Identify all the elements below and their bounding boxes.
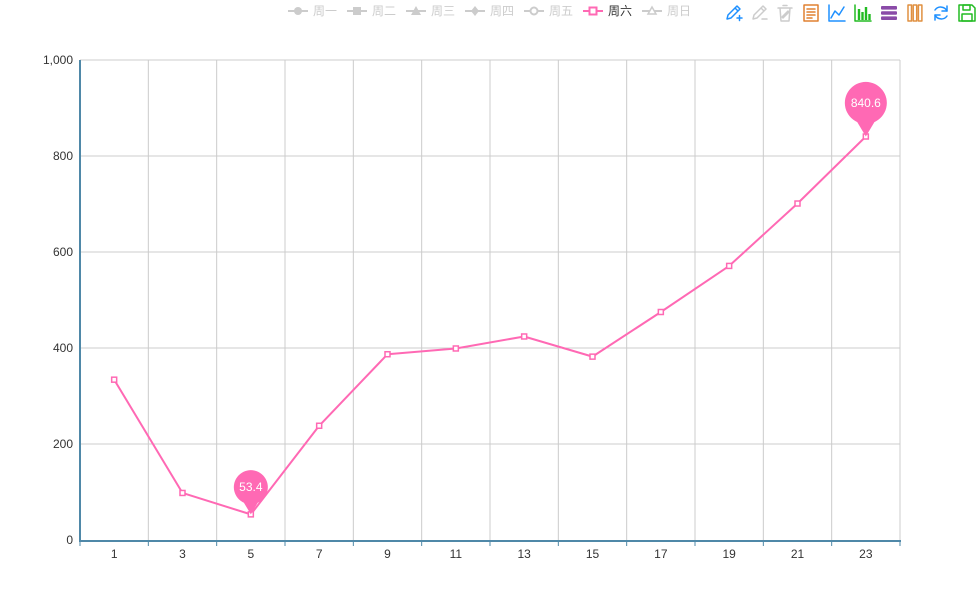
data-view-icon[interactable] <box>802 4 820 22</box>
data-point[interactable] <box>520 333 528 340</box>
legend-symbol <box>294 7 302 15</box>
grid <box>80 59 901 540</box>
x-tick-label: 23 <box>859 547 873 561</box>
mark-clear-icon[interactable] <box>776 4 794 22</box>
legend-item[interactable]: 周四 <box>465 4 514 18</box>
mark-point-pin[interactable] <box>233 470 268 515</box>
legend-symbol <box>471 6 479 16</box>
x-tick-label: 15 <box>586 547 600 561</box>
data-point[interactable] <box>110 376 118 383</box>
toolbox <box>724 4 976 22</box>
data-point[interactable] <box>452 345 460 352</box>
legend-item[interactable]: 周一 <box>288 4 337 18</box>
mark-point-pin[interactable] <box>844 81 887 137</box>
data-point[interactable] <box>657 308 665 316</box>
legend-label: 周二 <box>372 4 396 18</box>
x-tick-label: 11 <box>450 547 463 561</box>
x-tick-label: 5 <box>247 547 254 561</box>
mark-pencil-icon[interactable] <box>724 4 743 22</box>
x-tick-label: 3 <box>179 547 186 561</box>
y-tick-label: 400 <box>53 341 73 355</box>
data-point[interactable] <box>589 353 596 360</box>
legend-label: 周三 <box>431 4 455 18</box>
legend-label: 周日 <box>667 4 691 18</box>
legend-label: 周四 <box>490 4 514 18</box>
x-tick-label: 19 <box>722 547 736 561</box>
data-point[interactable] <box>315 422 323 430</box>
bar-chart-icon[interactable] <box>854 4 872 22</box>
y-tick-label: 200 <box>53 437 73 451</box>
data-point[interactable] <box>179 489 186 497</box>
legend-label: 周五 <box>549 4 573 18</box>
refresh-icon[interactable] <box>932 4 950 22</box>
y-tick-label: 600 <box>53 245 73 259</box>
series-line <box>113 135 867 516</box>
x-tick-label: 1 <box>111 547 118 561</box>
x-tick-label: 13 <box>517 547 531 561</box>
y-tick-label: 0 <box>66 533 73 547</box>
series <box>110 133 870 518</box>
tiled-icon[interactable] <box>906 4 924 22</box>
x-tick-label: 17 <box>654 547 668 561</box>
mark-undo-icon[interactable] <box>750 4 768 22</box>
legend: 周一 周二 周三 周四 周五 周六 周日 <box>288 4 691 18</box>
legend-item[interactable]: 周六 <box>583 4 632 18</box>
x-tick-label: 21 <box>791 547 805 561</box>
legend-item[interactable]: 周二 <box>347 4 396 18</box>
data-point[interactable] <box>794 200 801 207</box>
legend-label: 周六 <box>608 4 632 18</box>
legend-symbol <box>353 7 361 15</box>
legend-label: 周一 <box>313 4 337 18</box>
mark-point-label: 840.6 <box>851 96 881 110</box>
data-point[interactable] <box>725 262 733 270</box>
legend-item[interactable]: 周日 <box>642 4 691 18</box>
x-tick-label: 7 <box>316 547 323 561</box>
mark-points: 53.4 840.6 <box>233 81 887 515</box>
mark-point-label: 53.4 <box>239 480 263 494</box>
data-point[interactable] <box>384 350 391 358</box>
save-image-icon[interactable] <box>958 4 976 22</box>
legend-symbol <box>646 5 658 15</box>
legend-symbol <box>411 6 421 15</box>
legend-symbol <box>529 6 539 16</box>
legend-item[interactable]: 周三 <box>406 4 455 18</box>
stack-icon[interactable] <box>880 4 898 22</box>
y-tick-label: 1,000 <box>43 53 73 67</box>
y-tick-label: 800 <box>53 149 73 163</box>
line-chart-icon[interactable] <box>828 4 846 22</box>
x-tick-label: 9 <box>384 547 391 561</box>
legend-item[interactable]: 周五 <box>524 4 573 18</box>
legend-symbol <box>588 6 598 16</box>
